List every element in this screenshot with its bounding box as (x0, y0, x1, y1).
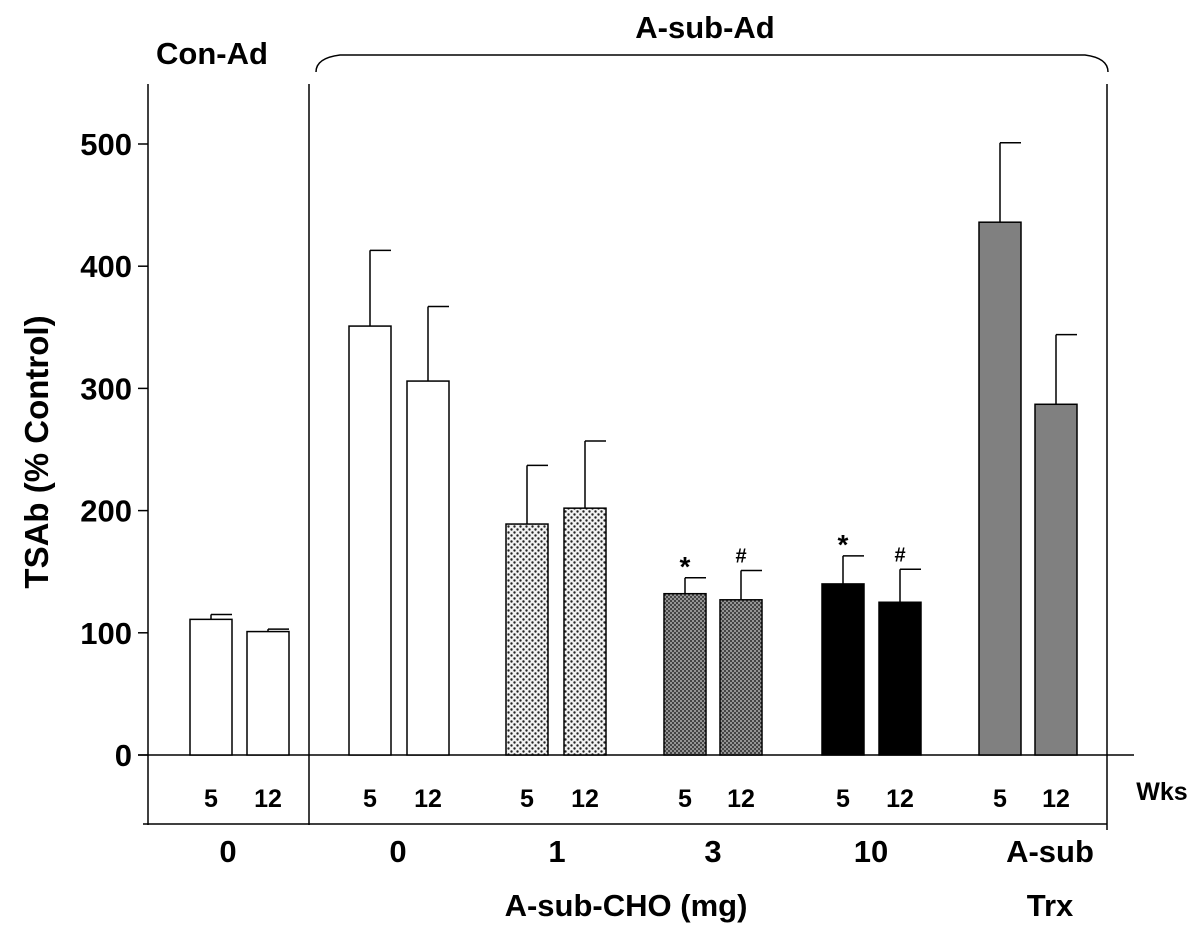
header-a-sub-ad: A-sub-Ad (635, 10, 774, 45)
group-label: 0 (219, 834, 236, 869)
bar (189, 618, 233, 756)
bar (348, 325, 392, 756)
week-label: 12 (886, 785, 914, 813)
bar (663, 592, 707, 756)
significance-star: * (680, 551, 691, 582)
significance-hash: # (894, 544, 905, 566)
week-label: 5 (204, 785, 218, 813)
significance-star: * (838, 529, 849, 560)
significance-hash: # (735, 545, 746, 567)
week-label: 5 (993, 785, 1007, 813)
week-label: 12 (254, 785, 282, 813)
y-tick-label: 300 (80, 371, 132, 406)
bar (505, 523, 549, 756)
group-label: 3 (704, 834, 721, 869)
bar (563, 507, 607, 756)
group-label: A-sub (1006, 834, 1094, 869)
week-label: 5 (678, 785, 692, 813)
bar (978, 221, 1022, 756)
group-label: 1 (548, 834, 565, 869)
group-label: 0 (389, 834, 406, 869)
bar (821, 583, 865, 756)
group-label-line2: Trx (1027, 888, 1074, 923)
bar (878, 601, 922, 756)
header-brace (315, 54, 1109, 73)
weeks-label: Wks (1136, 778, 1187, 806)
bar (1034, 403, 1078, 756)
y-tick-label: 500 (80, 127, 132, 162)
bar (406, 380, 450, 756)
y-tick-label: 0 (115, 738, 132, 773)
y-tick-label: 400 (80, 249, 132, 284)
y-tick-label: 200 (80, 494, 132, 529)
week-label: 5 (520, 785, 534, 813)
header-con-ad: Con-Ad (156, 36, 268, 71)
week-label: 12 (727, 785, 755, 813)
y-axis-title: TSAb (% Control) (18, 315, 55, 588)
week-label: 5 (363, 785, 377, 813)
week-label: 12 (1042, 785, 1070, 813)
bar (719, 599, 763, 756)
y-tick-label: 100 (80, 616, 132, 651)
bar (246, 630, 290, 756)
group-label: 10 (854, 834, 888, 869)
week-label: 12 (414, 785, 442, 813)
x-axis-title: A-sub-CHO (mg) (505, 888, 748, 923)
week-label: 12 (571, 785, 599, 813)
week-label: 5 (836, 785, 850, 813)
